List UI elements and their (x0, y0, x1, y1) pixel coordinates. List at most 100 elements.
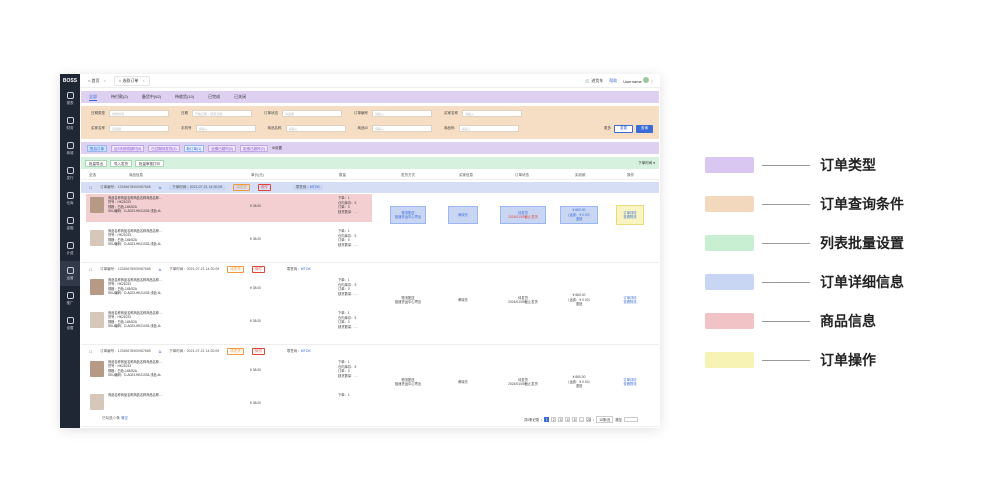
next-icon[interactable]: › (593, 417, 595, 422)
query-panel: 日期类型 创建时间 日期 开始日期 ~ 结束日期 订单状态 请选择 订单编号 请输入 买家名称请… (81, 106, 659, 139)
order-state: 待发货 2024/01/05截止发货 (500, 206, 546, 224)
page-size-select[interactable]: 10条/页 (596, 416, 614, 423)
order-action-link[interactable]: 订单详情 (623, 295, 637, 300)
sidebar-item[interactable]: 报表 (60, 86, 80, 111)
quantity-line: 仓内库存：5 (338, 200, 357, 205)
sidebar-item[interactable]: 仓库 (60, 186, 80, 211)
query-input[interactable]: 请输入 (195, 125, 256, 132)
tab-home[interactable]: ⌂ 首页 × (88, 77, 106, 84)
page-number[interactable]: ... (579, 417, 585, 422)
query-input[interactable]: 请选择 (282, 110, 342, 117)
tab-order-type[interactable]: 已关闭 (234, 94, 247, 99)
page-number[interactable]: 2 (551, 417, 557, 422)
table-header: 全选 商品信息 单价(元) 数量 发货方式 买家信息 订单状态 实收款 操作 (81, 171, 659, 180)
sort-select[interactable]: 下单时间 ▾ (638, 160, 655, 165)
tab-order-type[interactable]: 待收货(10) (175, 94, 195, 99)
product-name: 商品名称商品名称商品名称商品名称... (108, 311, 162, 315)
filter-settings[interactable]: ⚙设置 (272, 146, 282, 151)
order-action-link[interactable]: 订单详情 (623, 210, 637, 215)
user-menu[interactable]: Username ⋮ (623, 77, 654, 84)
filter-chip[interactable]: 近3天即将超时(5) (111, 144, 145, 152)
shipping-method-line: 极速货运中心寄出 (394, 300, 422, 304)
column-header: 单价(元) (251, 172, 264, 177)
sidebar-item[interactable]: 运营 (60, 261, 80, 286)
query-input[interactable]: 开始日期 ~ 结束日期 (192, 110, 252, 117)
query-input[interactable]: 请输入 (462, 110, 522, 117)
legend-item: 商品信息 (705, 313, 965, 330)
shop-label: 零售商： (295, 185, 310, 189)
sidebar-item[interactable]: 设置 (60, 311, 80, 336)
copy-icon[interactable]: ⧉ (158, 349, 162, 354)
column-header[interactable]: 全选 (89, 172, 96, 177)
pagination: 共0条记录 ‹ 1 2 3 4 5... 20 › 10条/页 跳至 (524, 416, 639, 423)
tab-order-type[interactable]: 备货中(62) (141, 94, 162, 99)
goto-input[interactable] (624, 417, 639, 422)
product-sku: SKU编码：D-A023-HK21033-浅色-4L (108, 291, 162, 296)
shop-name[interactable]: MTOK (300, 267, 311, 271)
filter-chip[interactable]: 售后订单 (87, 144, 107, 152)
clear-link[interactable]: 清空 (120, 416, 128, 420)
order-action-link[interactable]: 订单详情 (623, 377, 637, 382)
shipping-method-line: 物流配送 (401, 210, 415, 215)
tab-order-type[interactable]: 已完成 (208, 94, 221, 99)
query-input[interactable]: 请选择 (109, 125, 169, 132)
order-header: ☐ 订单编号：12345678900987665 ⧉ 下单时间：2021-07-21 … (81, 264, 659, 275)
filter-chip[interactable]: 拒绝已超时(2) (240, 144, 268, 152)
prev-icon[interactable]: ‹ (541, 417, 543, 422)
order-action-link[interactable]: 查看物流 (623, 215, 637, 219)
sidebar-item[interactable]: 商城 (60, 136, 80, 161)
page-number[interactable]: 20 (586, 417, 592, 422)
sidebar-item[interactable]: 金融 (60, 211, 80, 236)
reset-button[interactable]: 重置 (614, 124, 633, 133)
copy-icon[interactable]: ⧉ (158, 267, 162, 272)
sidebar-item[interactable]: 计费 (60, 236, 80, 261)
search-button[interactable]: 查询 (636, 124, 653, 133)
avatar (642, 77, 649, 83)
legend-connector (762, 164, 810, 166)
query-input[interactable]: 请输入 (458, 125, 519, 132)
shop: 零售商：MTOK (287, 267, 311, 272)
order-action-link[interactable]: 查看物流 (623, 382, 637, 386)
checkbox[interactable]: ☐ (89, 267, 93, 272)
close-icon[interactable]: × (103, 78, 106, 83)
cart-link[interactable]: 🛒 进货车 (585, 77, 604, 83)
product-code: 货号：HK21033 (108, 200, 131, 205)
more-toggle[interactable]: 更多 (604, 126, 611, 130)
help-link[interactable]: 帮助 (609, 77, 618, 83)
checkbox[interactable]: ☐ (89, 349, 93, 354)
query-input[interactable]: 创建时间 (109, 110, 169, 117)
close-icon[interactable]: × (142, 78, 145, 83)
query-input[interactable]: 请输入 (285, 125, 346, 132)
query-input[interactable]: 请输入 (372, 110, 432, 117)
app-window: BOSS 报表 财务 商城 发行 仓库 金融 计费 运营 推广 设置 ⌂ 首页 × ⌂ 选款订单 × … (60, 74, 660, 428)
filter-chip[interactable]: 近期已超时(0) (208, 144, 237, 152)
checkbox[interactable]: ☐ (89, 185, 93, 190)
tab-orders[interactable]: ⌂ 选款订单 × (113, 75, 150, 86)
sidebar-item[interactable]: 发行 (60, 161, 80, 186)
order-type-tabs: 全部 待付款(2) 备货中(62) 待收货(10) 已完成 已关闭 (81, 91, 659, 103)
sidebar-item[interactable]: 财务 (60, 111, 80, 136)
batch-button[interactable]: 批量审核打印 (135, 159, 164, 167)
paid-amount-line: ¥ 660.00 (572, 208, 586, 213)
page-number[interactable]: 5 (572, 417, 578, 422)
quantity-line: 订单：0 (338, 369, 350, 374)
sidebar-item[interactable]: 推广 (60, 286, 80, 311)
legend-swatch (705, 235, 754, 251)
tab-order-type[interactable]: 待付款(2) (111, 94, 128, 99)
page-number[interactable]: 4 (565, 417, 571, 422)
query-input[interactable]: 请输入 (372, 125, 432, 132)
product-code: 货号：HK21033 (108, 282, 131, 287)
batch-button[interactable]: 批量导出 (85, 159, 107, 167)
shop-name[interactable]: MTOK (300, 349, 311, 353)
shop-name[interactable]: MTOK (309, 185, 320, 189)
page-number[interactable]: 1 (544, 417, 550, 422)
copy-icon[interactable]: ⧉ (158, 185, 162, 190)
order-action-link[interactable]: 查看物流 (623, 300, 637, 304)
filter-chip[interactable]: 已过期待发货(3) (148, 144, 180, 152)
batch-button[interactable]: 导入发货 (110, 159, 132, 167)
tab-order-type[interactable]: 全部 (89, 93, 97, 101)
buyer-info: 黄晓东 (458, 297, 468, 302)
paid-amount-line: 退回 (575, 302, 583, 307)
page-number[interactable]: 3 (558, 417, 564, 422)
filter-chip[interactable]: 新订单(1) (183, 144, 205, 152)
